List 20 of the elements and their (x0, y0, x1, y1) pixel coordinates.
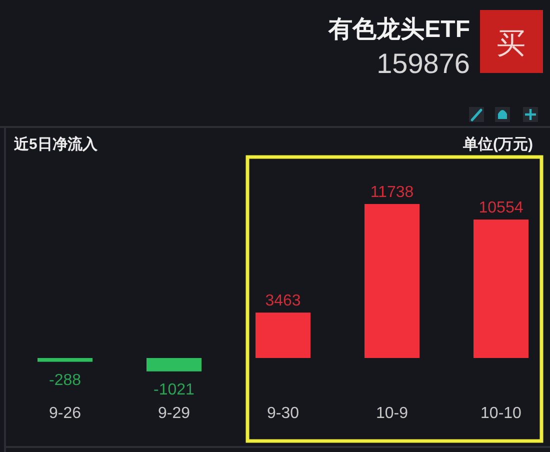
data-label: 3463 (265, 292, 301, 310)
text: 单位(万元) (462, 136, 533, 153)
data-label: 10554 (478, 200, 524, 217)
bar (364, 204, 420, 358)
button-buy: 买 (480, 10, 543, 73)
bar (38, 358, 92, 362)
data-label: -1021 (154, 381, 195, 398)
x-tick-label: 9-29 (158, 405, 190, 422)
text: 有色龙头ETF (328, 16, 470, 43)
x-tick-label: 9-30 (266, 405, 300, 422)
bar (474, 220, 528, 358)
x-tick-label: 10-10 (480, 405, 522, 422)
bar (256, 312, 310, 358)
bar (146, 358, 202, 372)
x-tick-label: 10-9 (376, 405, 408, 422)
x-tick-label: 9-26 (48, 405, 82, 422)
data-label: 11738 (370, 184, 414, 201)
data-label: -288 (48, 372, 82, 389)
chart-title: 近5日净流入 (13, 135, 98, 153)
text: 159876 (376, 48, 470, 79)
